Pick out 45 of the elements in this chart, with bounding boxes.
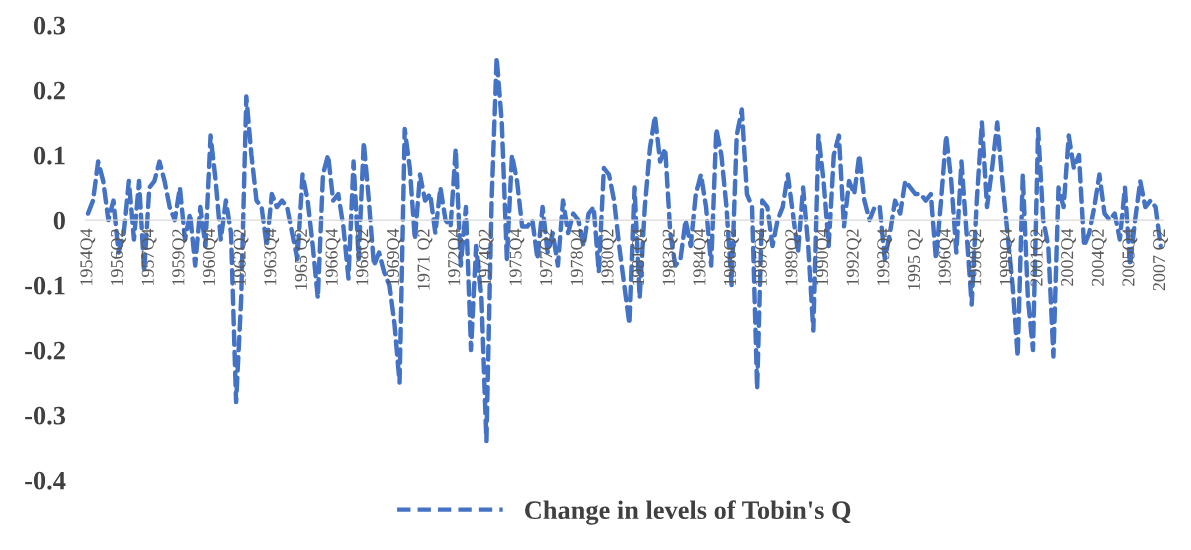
y-tick-label: -0.3 bbox=[25, 406, 66, 425]
x-tick-label: 2004Q2 bbox=[1091, 229, 1107, 286]
x-tick-label: 1981Q4 bbox=[631, 228, 647, 285]
x-tick-label: 1977Q2 bbox=[540, 229, 555, 285]
x-tick-label: 1972Q4 bbox=[448, 228, 464, 285]
x-tick-label: 1996Q4 bbox=[938, 228, 954, 285]
x-tick-label: 1956Q2 bbox=[110, 229, 126, 285]
x-tick-label: 1968Q2 bbox=[356, 229, 372, 285]
x-tick-label: 2007 Q2 bbox=[1153, 229, 1168, 291]
x-tick-label: 1990Q4 bbox=[815, 228, 831, 285]
x-tick-label: 1962Q2 bbox=[233, 229, 249, 285]
x-tick-label: 1957Q4 bbox=[141, 228, 157, 285]
x-tick-label: 1993Q4 bbox=[877, 228, 893, 285]
y-tick-label: 0.3 bbox=[33, 16, 66, 35]
y-tick-label: 0 bbox=[53, 211, 65, 230]
x-tick-label: 1954Q4 bbox=[80, 228, 96, 285]
y-tick-label: -0.2 bbox=[25, 341, 65, 360]
y-tick-label: -0.1 bbox=[25, 276, 65, 295]
x-tick-label: 1980Q2 bbox=[601, 229, 617, 285]
x-tick-label: 1984Q4 bbox=[693, 228, 709, 285]
y-tick-label: 0.1 bbox=[33, 146, 65, 165]
legend-label: Change in levels of Tobin's Q bbox=[525, 500, 851, 525]
x-tick-label: 1965 Q2 bbox=[294, 229, 310, 290]
x-tick-label: 1960Q4 bbox=[202, 228, 218, 285]
x-tick-label: 1971 Q2 bbox=[417, 229, 433, 290]
x-tick-label: 1969Q4 bbox=[386, 228, 402, 285]
x-tick-label: 1995 Q2 bbox=[907, 229, 923, 290]
y-tick-label: 0.2 bbox=[33, 81, 65, 100]
x-tick-label: 1959Q2 bbox=[172, 229, 188, 285]
x-tick-label: 1966Q4 bbox=[325, 228, 341, 285]
x-tick-label: 1986Q2 bbox=[723, 229, 739, 285]
x-tick-label: 1974Q2 bbox=[478, 229, 494, 285]
x-tick-label: 2001Q2 bbox=[1030, 229, 1046, 286]
x-tick-label: 1999Q4 bbox=[999, 228, 1015, 285]
x-tick-label: 1978Q4 bbox=[570, 228, 586, 285]
x-tick-label: 1983Q2 bbox=[662, 229, 678, 285]
x-tick-label: 1963Q4 bbox=[264, 228, 280, 285]
x-tick-label: 1987Q4 bbox=[754, 228, 770, 285]
x-tick-label: 1998Q2 bbox=[969, 229, 985, 285]
x-tick-label: 2005Q4 bbox=[1122, 228, 1138, 286]
x-tick-label: 2002Q4 bbox=[1061, 228, 1077, 286]
x-tick-label: 1992Q2 bbox=[846, 229, 862, 285]
y-tick-label: -0.4 bbox=[25, 471, 66, 490]
x-tick-label: 1989Q2 bbox=[785, 229, 801, 285]
x-tick-label: 1975Q4 bbox=[509, 228, 525, 285]
